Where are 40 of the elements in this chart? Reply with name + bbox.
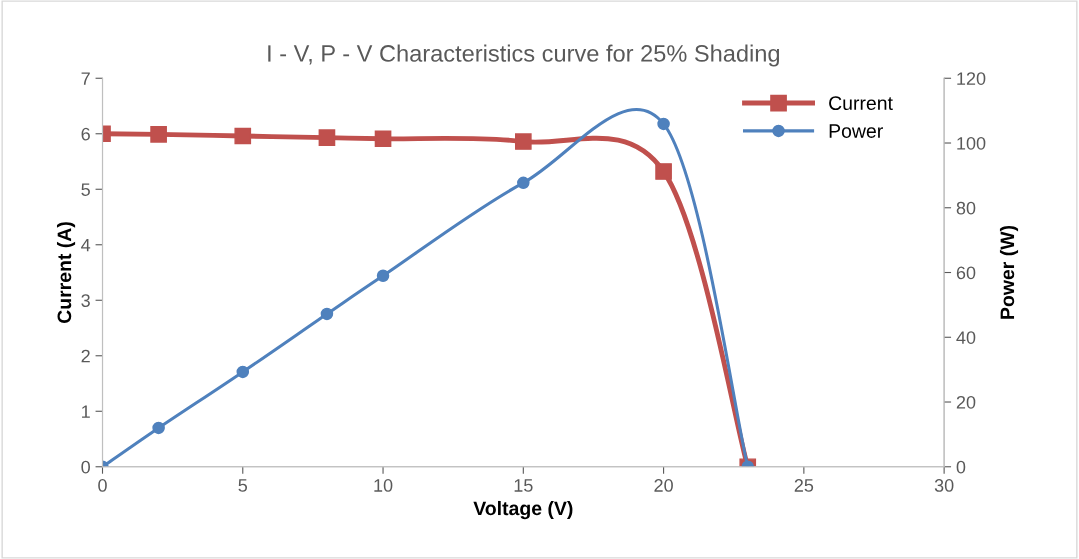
x-tick-label: 5 xyxy=(238,479,248,492)
point xyxy=(236,365,250,379)
legend-label: Current xyxy=(829,96,893,111)
y-tick-label: 6 xyxy=(81,127,90,141)
y-tick-label: 1 xyxy=(82,405,90,418)
point xyxy=(657,117,670,131)
point xyxy=(320,307,334,321)
chart-title: I - V, P - V Characteristics curve for 25% Shading xyxy=(268,44,780,67)
x-tick-label: 30 xyxy=(934,479,954,492)
y2-tick-label: 40 xyxy=(956,331,976,344)
point xyxy=(234,127,252,145)
x-tick-label: 25 xyxy=(794,479,814,492)
y-tick-label: 3 xyxy=(81,294,90,307)
x-tick-label: 15 xyxy=(514,479,533,492)
y2-tick-label: 0 xyxy=(956,460,966,474)
point xyxy=(374,130,392,148)
x-tick-label: 20 xyxy=(654,479,673,492)
y-axis-title: Current (A) xyxy=(56,222,76,324)
point xyxy=(318,129,336,146)
x-axis-title: Voltage (V) xyxy=(473,500,573,520)
y2-tick-label: 120 xyxy=(957,72,986,85)
point xyxy=(655,163,672,180)
y2-axis-title: Power (W) xyxy=(999,225,1019,319)
y-tick-label: 5 xyxy=(81,183,90,196)
y-tick-label: 4 xyxy=(81,238,91,252)
y2-tick-label: 80 xyxy=(956,201,976,215)
point xyxy=(376,269,390,283)
y-tick-label: 7 xyxy=(81,72,90,85)
y-tick-label: 0 xyxy=(81,460,90,474)
x-tick-label: 0 xyxy=(98,479,107,492)
y2-tick-label: 20 xyxy=(956,395,976,409)
point xyxy=(152,421,165,435)
legend-label: Power xyxy=(829,124,883,138)
point xyxy=(517,176,530,190)
point xyxy=(514,133,532,150)
y2-tick-label: 100 xyxy=(957,136,986,150)
y2-tick-label: 60 xyxy=(956,266,976,280)
x-tick-label: 10 xyxy=(374,479,393,492)
y-tick-label: 2 xyxy=(81,349,90,363)
point xyxy=(150,125,167,143)
